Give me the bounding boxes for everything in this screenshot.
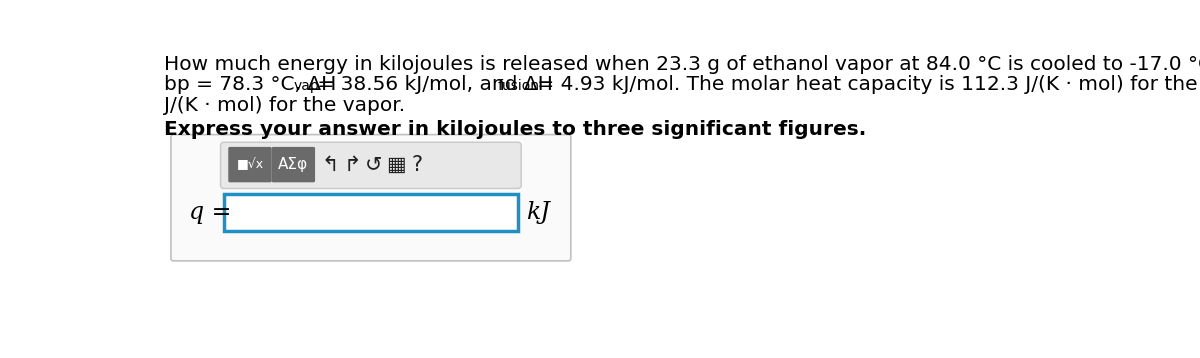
Text: ?: ? xyxy=(412,155,422,175)
Text: ▦: ▦ xyxy=(386,155,406,175)
Text: Express your answer in kilojoules to three significant figures.: Express your answer in kilojoules to thr… xyxy=(164,120,866,139)
Text: ↰: ↰ xyxy=(322,155,340,175)
Text: q =: q = xyxy=(188,201,232,224)
Text: ↱: ↱ xyxy=(343,155,361,175)
FancyBboxPatch shape xyxy=(170,135,571,261)
FancyBboxPatch shape xyxy=(271,147,316,182)
Text: = 4.93 kJ/mol. The molar heat capacity is 112.3 J/(K · mol) for the liquid and 6: = 4.93 kJ/mol. The molar heat capacity i… xyxy=(530,75,1200,94)
Text: ■√x: ■√x xyxy=(236,158,264,171)
Text: ↺: ↺ xyxy=(365,155,383,175)
Bar xyxy=(223,194,518,231)
Text: bp = 78.3 °C, ΔH: bp = 78.3 °C, ΔH xyxy=(164,75,336,94)
Text: AΣφ: AΣφ xyxy=(278,157,308,172)
Text: kJ: kJ xyxy=(526,201,550,224)
Text: How much energy in kilojoules is released when 23.3 g of ethanol vapor at 84.0 °: How much energy in kilojoules is release… xyxy=(164,54,1200,73)
FancyBboxPatch shape xyxy=(221,142,521,189)
Text: = 38.56 kJ/mol, and ΔH: = 38.56 kJ/mol, and ΔH xyxy=(311,75,552,94)
Text: fusion: fusion xyxy=(497,79,539,93)
Text: vap: vap xyxy=(294,79,319,93)
FancyBboxPatch shape xyxy=(228,147,271,182)
Text: J/(K · mol) for the vapor.: J/(K · mol) for the vapor. xyxy=(164,96,406,115)
